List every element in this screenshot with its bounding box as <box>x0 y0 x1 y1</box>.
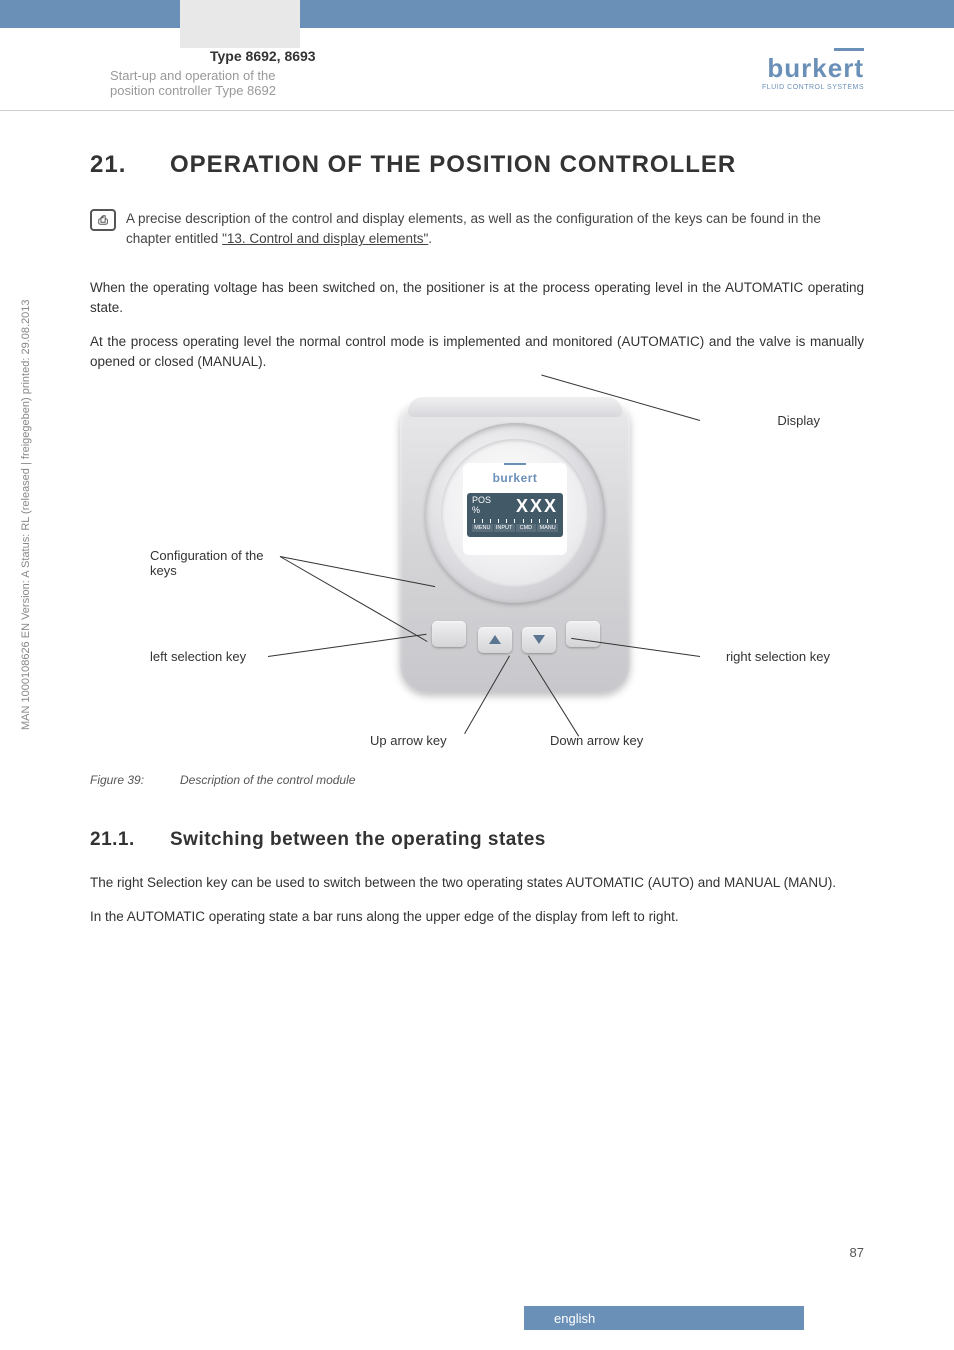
subsection-title: Switching between the operating states <box>170 829 546 850</box>
language-bar: english <box>524 1306 804 1330</box>
info-suffix: . <box>428 231 432 246</box>
label-config: Configuration of the keys <box>150 548 280 578</box>
right-selection-key[interactable] <box>566 621 600 647</box>
device-body: burkert POS % XXX <box>400 403 630 693</box>
logo-text: burkert <box>762 53 864 84</box>
figure-number: Figure 39: <box>90 773 180 787</box>
page-number: 87 <box>850 1245 864 1260</box>
triangle-up-icon <box>489 635 501 644</box>
screen-brand: burkert <box>463 471 567 485</box>
device-illustration: burkert POS % XXX <box>400 403 630 693</box>
header-left: Type 8692, 8693 Start-up and operation o… <box>90 48 316 98</box>
subtitle-line2: position controller Type 8692 <box>110 83 316 98</box>
subsection-number: 21.1. <box>90 829 170 851</box>
lcd-display: POS % XXX MENU INPUT <box>467 493 563 537</box>
subsection-p1: The right Selection key can be used to s… <box>90 873 864 893</box>
device-keys <box>430 617 600 667</box>
device-bezel: burkert POS % XXX <box>425 423 605 603</box>
device-screen: burkert POS % XXX <box>463 463 567 555</box>
page-content: 21.OPERATION OF THE POSITION CONTROLLER … <box>0 111 954 927</box>
device-rim <box>408 397 622 417</box>
top-grey-block <box>180 0 300 48</box>
lcd-menu-item: MANU <box>537 524 558 532</box>
info-book-icon: ⎙ <box>90 209 116 231</box>
page-header: Type 8692, 8693 Start-up and operation o… <box>0 38 954 98</box>
info-text: A precise description of the control and… <box>126 209 864 250</box>
lcd-pos-label: POS % <box>472 496 491 516</box>
lcd-row: POS % XXX <box>472 496 558 517</box>
figure-caption: Figure 39:Description of the control mod… <box>90 773 864 787</box>
lcd-menu-item: MENU <box>472 524 493 532</box>
label-down-key: Down arrow key <box>550 733 643 748</box>
top-bar <box>0 0 954 28</box>
lcd-menu-row: MENU INPUT CMD MANU <box>472 524 558 532</box>
section-heading: 21.OPERATION OF THE POSITION CONTROLLER <box>90 151 864 179</box>
brand-logo: burkert FLUID CONTROL SYSTEMS <box>762 48 864 91</box>
label-up-key: Up arrow key <box>370 733 447 748</box>
logo-line-icon <box>834 48 864 51</box>
paragraph-1: When the operating voltage has been swit… <box>90 278 864 319</box>
triangle-down-icon <box>533 635 545 644</box>
figure-39: burkert POS % XXX <box>90 393 860 763</box>
up-arrow-key[interactable] <box>478 627 512 653</box>
left-selection-key[interactable] <box>432 621 466 647</box>
lcd-menu-item: CMD <box>516 524 537 532</box>
paragraph-2: At the process operating level the norma… <box>90 332 864 373</box>
screen-brand-line-icon <box>504 463 526 465</box>
info-link[interactable]: "13. Control and display elements" <box>222 231 428 246</box>
label-left-key: left selection key <box>150 649 246 664</box>
section-title: OPERATION OF THE POSITION CONTROLLER <box>170 151 736 179</box>
figure-caption-text: Description of the control module <box>180 773 355 787</box>
subtitle-line1: Start-up and operation of the <box>110 68 316 83</box>
type-title: Type 8692, 8693 <box>210 48 316 64</box>
down-arrow-key[interactable] <box>522 627 556 653</box>
device-inner-ring: burkert POS % XXX <box>441 439 589 587</box>
section-number: 21. <box>90 151 170 179</box>
lcd-value: XXX <box>516 496 558 517</box>
subsection-p2: In the AUTOMATIC operating state a bar r… <box>90 907 864 927</box>
logo-subtext: FLUID CONTROL SYSTEMS <box>762 84 864 91</box>
sidebar-metadata: MAN 1000108626 EN Version: A Status: RL … <box>20 299 32 730</box>
lcd-menu-item: INPUT <box>494 524 515 532</box>
label-display: Display <box>777 413 820 428</box>
lcd-ticks <box>472 519 558 523</box>
label-right-key: right selection key <box>726 649 830 664</box>
subsection-heading: 21.1.Switching between the operating sta… <box>90 829 864 851</box>
info-callout: ⎙ A precise description of the control a… <box>90 209 864 250</box>
